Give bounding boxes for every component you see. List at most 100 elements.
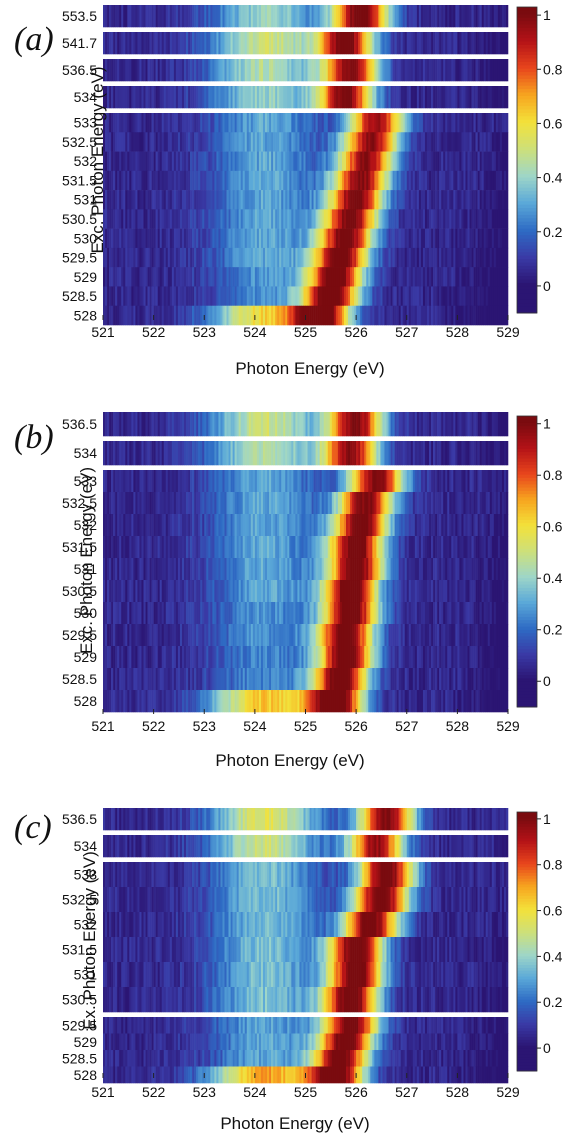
heatmap-cell — [153, 286, 156, 307]
heatmap-cell — [177, 32, 181, 55]
heatmap-cell — [356, 412, 359, 437]
heatmap-cell — [335, 305, 339, 326]
heatmap-cell — [416, 580, 420, 603]
heatmap-cell — [210, 536, 213, 559]
heatmap-cell — [406, 305, 410, 326]
heatmap-cell — [256, 441, 260, 466]
heatmap-cell — [246, 113, 250, 133]
heatmap-cell — [256, 113, 260, 133]
heatmap-cell — [273, 132, 276, 152]
heatmap-cell — [206, 267, 209, 287]
heatmap-cell — [250, 190, 254, 210]
heatmap-cell — [398, 113, 401, 133]
heatmap-cell — [230, 113, 233, 133]
heatmap-cell — [378, 580, 381, 603]
heatmap-cell — [364, 86, 367, 109]
heatmap-cell — [333, 514, 337, 537]
heatmap-cell — [147, 190, 150, 210]
heatmap-cell — [202, 558, 205, 581]
heatmap-cell — [431, 132, 434, 152]
colorbar-segment — [517, 221, 537, 226]
heatmap-cell — [214, 536, 217, 559]
heatmap-cell — [238, 190, 241, 210]
heatmap-cell — [240, 209, 244, 229]
heatmap-cell — [356, 228, 359, 249]
heatmap-cell — [279, 113, 282, 133]
heatmap-cell — [388, 470, 391, 493]
heatmap-cell — [493, 305, 497, 326]
heatmap-cell — [479, 32, 482, 55]
heatmap-cell — [125, 602, 128, 625]
heatmap-cell — [161, 5, 165, 28]
heatmap-cell — [163, 86, 167, 109]
heatmap-cell — [372, 86, 375, 109]
heatmap-cell — [186, 170, 189, 191]
heatmap-cell — [499, 5, 503, 28]
heatmap-cell — [384, 492, 387, 515]
heatmap-cell — [501, 286, 505, 307]
heatmap-cell — [491, 209, 495, 229]
heatmap-cell — [143, 580, 146, 603]
heatmap-cell — [210, 247, 213, 268]
colorbar-segment — [517, 98, 537, 103]
heatmap-cell — [240, 441, 244, 466]
heatmap-cell — [161, 492, 165, 515]
heatmap-cell — [196, 441, 199, 466]
heatmap-cell — [406, 492, 410, 515]
heatmap-cell — [248, 132, 252, 152]
heatmap-cell — [260, 132, 264, 152]
heatmap-cell — [202, 59, 205, 82]
colorbar-segment — [517, 292, 537, 297]
heatmap-cell — [295, 209, 298, 229]
heatmap-cell — [133, 151, 136, 172]
heatmap-cell — [335, 492, 339, 515]
heatmap-cell — [505, 558, 509, 581]
heatmap-cell — [465, 59, 468, 82]
heatmap-cell — [414, 305, 418, 326]
heatmap-cell — [246, 32, 250, 55]
heatmap-cell — [250, 558, 254, 581]
heatmap-cell — [129, 228, 132, 249]
heatmap-cell — [139, 492, 142, 515]
heatmap-cell — [169, 305, 173, 326]
heatmap-cell — [171, 113, 175, 133]
heatmap-cell — [412, 267, 416, 287]
heatmap-cell — [416, 286, 420, 307]
heatmap-cell — [429, 59, 432, 82]
heatmap-cell — [455, 32, 458, 55]
heatmap-cell — [333, 602, 337, 625]
heatmap-cell — [297, 286, 300, 307]
heatmap-cell — [232, 170, 235, 191]
heatmap-cell — [305, 209, 308, 229]
heatmap-cell — [467, 514, 470, 537]
heatmap-cell — [121, 59, 124, 82]
heatmap-cell — [414, 209, 418, 229]
heatmap-cell — [206, 86, 209, 109]
heatmap-cell — [412, 86, 416, 109]
heatmap-cell — [208, 113, 211, 133]
heatmap-cell — [287, 132, 290, 152]
heatmap-cell — [206, 190, 209, 210]
heatmap-cell — [358, 412, 361, 437]
heatmap-cell — [327, 580, 331, 603]
heatmap-cell — [190, 441, 193, 466]
heatmap-cell — [275, 113, 278, 133]
heatmap-cell — [445, 514, 448, 537]
heatmap-cell — [447, 228, 450, 249]
heatmap-cell — [311, 580, 314, 603]
heatmap-cell — [364, 305, 367, 326]
heatmap-cell — [455, 580, 458, 603]
heatmap-cell — [281, 5, 284, 28]
heatmap-cell — [299, 514, 302, 537]
heatmap-cell — [437, 305, 440, 326]
heatmap-cell — [479, 305, 482, 326]
heatmap-cell — [206, 536, 209, 559]
heatmap-cell — [485, 132, 489, 152]
heatmap-cell — [390, 32, 393, 55]
heatmap-cell — [402, 492, 406, 515]
colorbar-segment — [517, 177, 537, 181]
heatmap-cell — [224, 558, 227, 581]
heatmap-cell — [267, 514, 270, 537]
heatmap-cell — [410, 286, 414, 307]
heatmap-cell — [184, 558, 187, 581]
